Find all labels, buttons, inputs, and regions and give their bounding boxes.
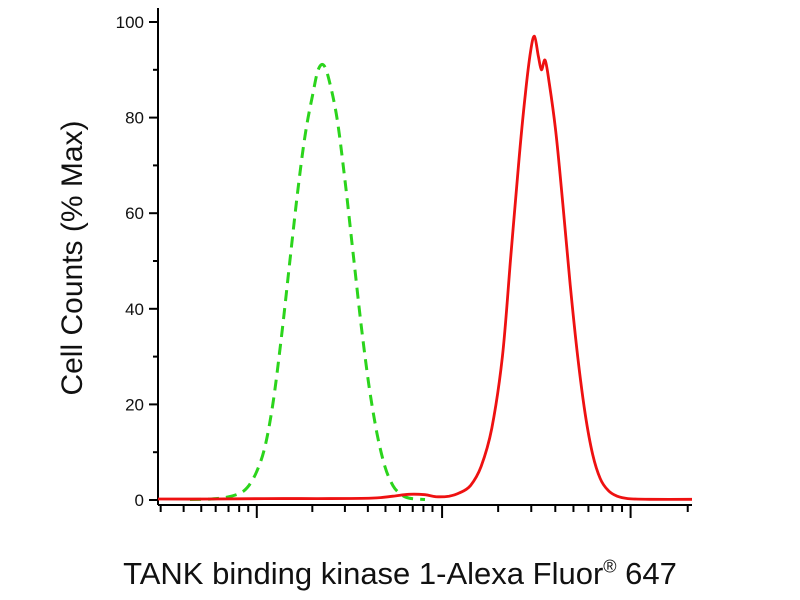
y-axis-title: Cell Counts (% Max) xyxy=(56,120,89,396)
red-solid-curve xyxy=(157,34,693,501)
svg-text:100: 100 xyxy=(116,13,144,32)
svg-text:0: 0 xyxy=(135,491,144,510)
svg-text:20: 20 xyxy=(125,395,144,414)
x-axis-title-suffix: 647 xyxy=(616,556,677,591)
x-axis-title-main: TANK binding kinase 1-Alexa Fluor xyxy=(123,556,604,591)
green-dashed-curve xyxy=(189,62,426,501)
svg-text:60: 60 xyxy=(125,204,144,223)
svg-text:80: 80 xyxy=(125,109,144,128)
svg-text:40: 40 xyxy=(125,300,144,319)
x-axis-title: TANK binding kinase 1-Alexa Fluor® 647 xyxy=(0,556,800,592)
registered-trademark-symbol: ® xyxy=(603,556,617,577)
